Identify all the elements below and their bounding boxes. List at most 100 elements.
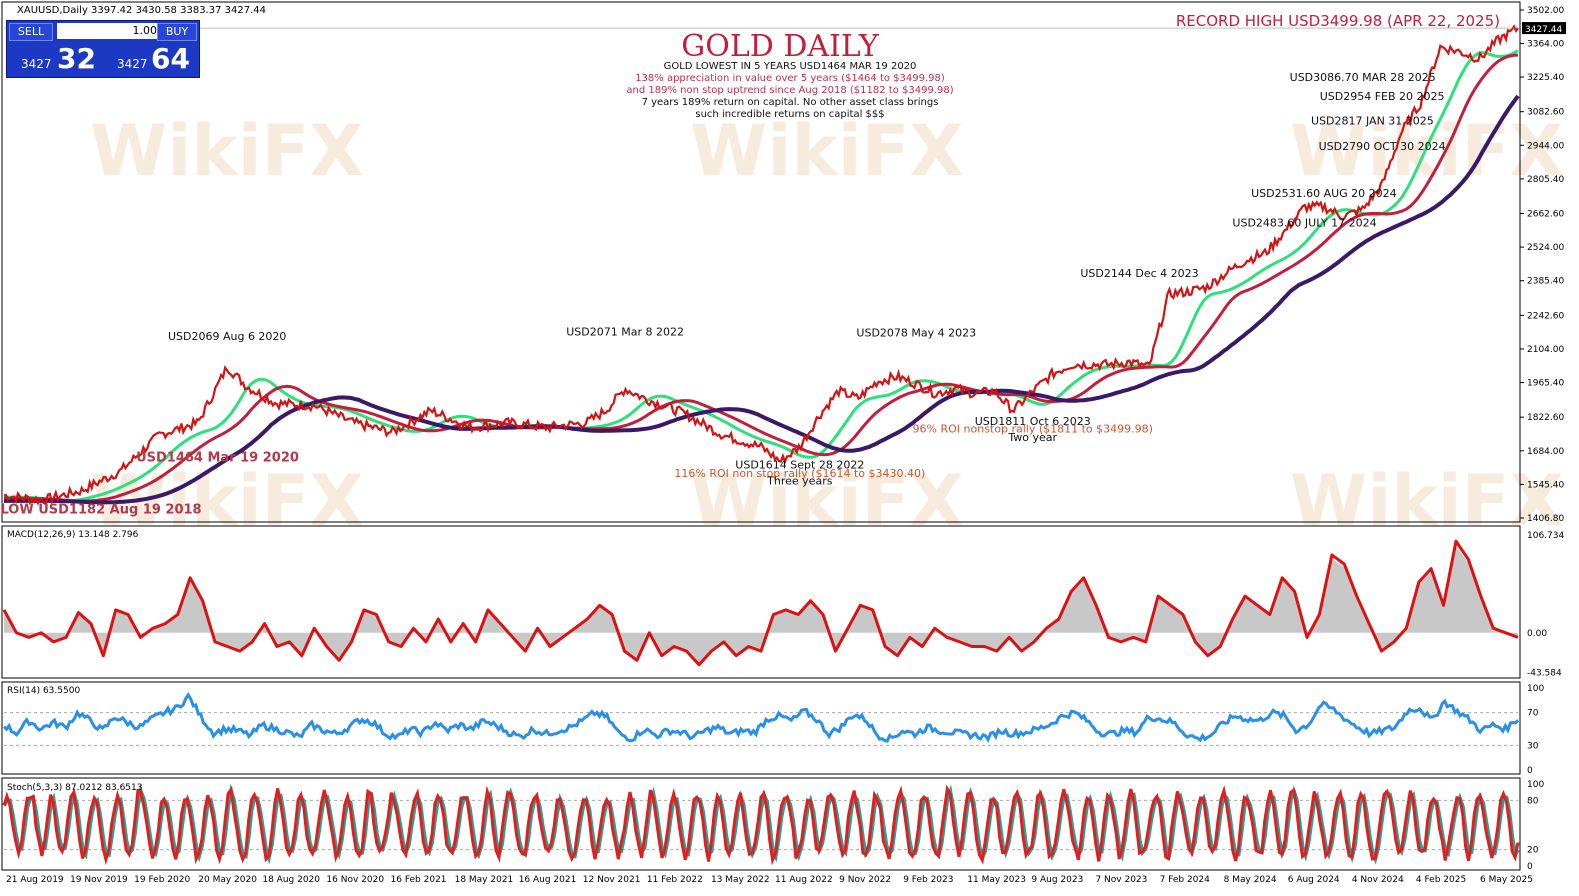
macd-histogram	[4, 545, 1518, 664]
stoch-panel	[1, 777, 1521, 871]
stoch-tick-label: 80	[1527, 796, 1539, 806]
rsi-tick-label: 70	[1527, 709, 1539, 719]
price-annotation: USD2069 Aug 6 2020	[168, 330, 286, 343]
sell-price-big: 32	[57, 42, 96, 75]
price-annotation: USD2790 OCT 30 2024	[1319, 140, 1446, 153]
main-title: GOLD DAILY	[681, 29, 880, 64]
price-line	[3, 24, 1519, 506]
x-tick-label: 20 May 2020	[198, 875, 257, 885]
rsi-title: RSI(14) 63.5500	[7, 686, 80, 696]
one-click-trading-panel: SELL 1.00 BUY 3427 32 3427 64	[6, 20, 200, 78]
rsi-layer	[2, 692, 1520, 746]
price-annotation: USD2144 Dec 4 2023	[1080, 267, 1198, 280]
price-tick-label: 2385.40	[1527, 277, 1564, 287]
price-annotation: USD3086.70 MAR 28 2025	[1290, 71, 1436, 84]
x-tick-label: 11 Feb 2022	[647, 875, 703, 885]
sell-price[interactable]: 3427 32	[9, 43, 103, 75]
stoch-tick-label: 100	[1527, 780, 1544, 790]
macd-panel	[1, 525, 1521, 679]
x-tick-label: 16 Aug 2021	[519, 875, 577, 885]
price-tick-label: 1406.80	[1527, 514, 1564, 524]
price-tick-label: 2944.00	[1527, 141, 1564, 151]
price-panel	[1, 1, 1521, 523]
watermark-text: WikiFX	[690, 460, 964, 542]
price-tick-label: 3225.40	[1527, 73, 1564, 83]
price-annotation: Three years	[766, 474, 833, 487]
stoch-k-line	[2, 784, 1520, 866]
price-annotation: USD2078 May 4 2023	[856, 327, 976, 340]
x-tick-label: 11 Aug 2022	[775, 875, 833, 885]
title-notes: GOLD LOWEST IN 5 YEARS USD1464 MAR 19 20…	[626, 61, 953, 120]
sell-price-small: 3427	[21, 57, 52, 71]
rsi-panel	[1, 681, 1521, 775]
x-tick-label: 13 May 2022	[711, 875, 770, 885]
moving-average-line	[4, 49, 1519, 503]
title-note-line: 7 years 189% return on capital. No other…	[642, 97, 939, 108]
price-tick-label: 2104.00	[1527, 345, 1564, 355]
x-tick-label: 6 May 2025	[1480, 875, 1533, 885]
x-tick-label: 9 Nov 2022	[839, 875, 891, 885]
price-tick-label: 2805.40	[1527, 175, 1564, 185]
price-annotation: USD2954 FEB 20 2025	[1320, 90, 1445, 103]
x-tick-label: 7 Feb 2024	[1160, 875, 1211, 885]
symbol-header: XAUUSD,Daily 3397.42 3430.58 3383.37 342…	[17, 5, 266, 16]
x-tick-label: 21 Aug 2019	[6, 875, 64, 885]
x-tick-label: 7 Nov 2023	[1095, 875, 1147, 885]
price-annotation: 96% ROI nonstop rally ($1811 to $3499.98…	[913, 422, 1153, 435]
x-tick-label: 16 Feb 2021	[391, 875, 447, 885]
price-annotation: USD1464 Mar 19 2020	[136, 450, 299, 465]
price-annotation: USD2817 JAN 31 2025	[1311, 114, 1434, 127]
price-tick-label: 3082.60	[1527, 108, 1564, 118]
rsi-tick-label: 0	[1527, 766, 1533, 776]
sell-button[interactable]: SELL	[9, 23, 53, 41]
title-note-line: GOLD LOWEST IN 5 YEARS USD1464 MAR 19 20…	[664, 61, 917, 72]
stoch-title: Stoch(5,3,3) 87.0212 83.6513	[7, 783, 142, 793]
price-annotation: USD2483.60 JULY 17 2024	[1232, 216, 1376, 229]
price-tick-label: 1684.00	[1527, 447, 1564, 457]
x-tick-label: 19 Nov 2019	[70, 875, 128, 885]
moving-average-line	[4, 94, 1520, 505]
record-high-title: RECORD HIGH USD3499.98 (APR 22, 2025)	[1176, 12, 1500, 30]
price-tick-label: 1545.40	[1527, 480, 1564, 490]
price-annotation: USD1811 Oct 6 2023	[975, 415, 1091, 428]
buy-price[interactable]: 3427 64	[105, 43, 199, 75]
price-annotation: USD2531.60 AUG 20 2024	[1251, 187, 1397, 200]
annotation-layer: USD2069 Aug 6 2020 USD2071 Mar 8 2022 USD2…	[0, 71, 1445, 518]
title-note-line: and 189% non stop uptrend since Aug 2018…	[626, 85, 953, 96]
x-tick-label: 9 Feb 2023	[903, 875, 953, 885]
macd-tick-label: 0.00	[1527, 629, 1547, 639]
x-tick-label: 18 May 2021	[455, 875, 514, 885]
x-tick-label: 4 Feb 2025	[1416, 875, 1466, 885]
rsi-line	[2, 692, 1520, 744]
x-tick-label: 12 Nov 2021	[583, 875, 641, 885]
watermark-text: WikiFX	[690, 110, 964, 192]
price-tick-label: 3364.00	[1527, 39, 1564, 49]
price-tick-label: 1822.60	[1527, 413, 1564, 423]
x-tick-label: 11 May 2023	[967, 875, 1026, 885]
buy-price-small: 3427	[117, 57, 148, 71]
macd-tick-label: 106.734	[1527, 531, 1564, 541]
stoch-tick-label: 0	[1527, 862, 1533, 872]
price-annotation: 116% ROI non stop rally ($1614 to $3430.…	[674, 467, 925, 480]
stoch-layer	[2, 783, 1520, 866]
lot-size-input[interactable]: 1.00	[57, 23, 157, 39]
x-tick-label: 4 Nov 2024	[1352, 875, 1404, 885]
watermark-text: WikiFX	[1290, 460, 1564, 542]
macd-layer	[2, 539, 1519, 667]
macd-tick-label: -43.584	[1527, 669, 1562, 679]
macd-signal-line	[2, 539, 1519, 667]
price-annotation: USD1614 Sept 28 2022	[735, 459, 864, 472]
axis-layer: 1406.80 1545.40 1684.00 1822.60 1965.40 2104.…	[4, 6, 1566, 885]
stoch-tick-label: 20	[1527, 846, 1539, 856]
buy-button[interactable]: BUY	[157, 23, 197, 41]
x-tick-label: 8 May 2024	[1224, 875, 1277, 885]
x-tick-label: 19 Feb 2020	[134, 875, 190, 885]
rsi-tick-label: 30	[1527, 741, 1539, 751]
price-tick-label: 2524.00	[1527, 243, 1564, 253]
price-tick-label: 2662.60	[1527, 210, 1564, 220]
buy-price-big: 64	[151, 42, 190, 75]
moving-average-line	[4, 53, 1519, 503]
current-price-box	[1522, 22, 1566, 35]
title-note-line: such incredible returns on capital $$$	[695, 109, 884, 120]
price-annotation: LOW USD1182 Aug 19 2018	[0, 503, 201, 518]
